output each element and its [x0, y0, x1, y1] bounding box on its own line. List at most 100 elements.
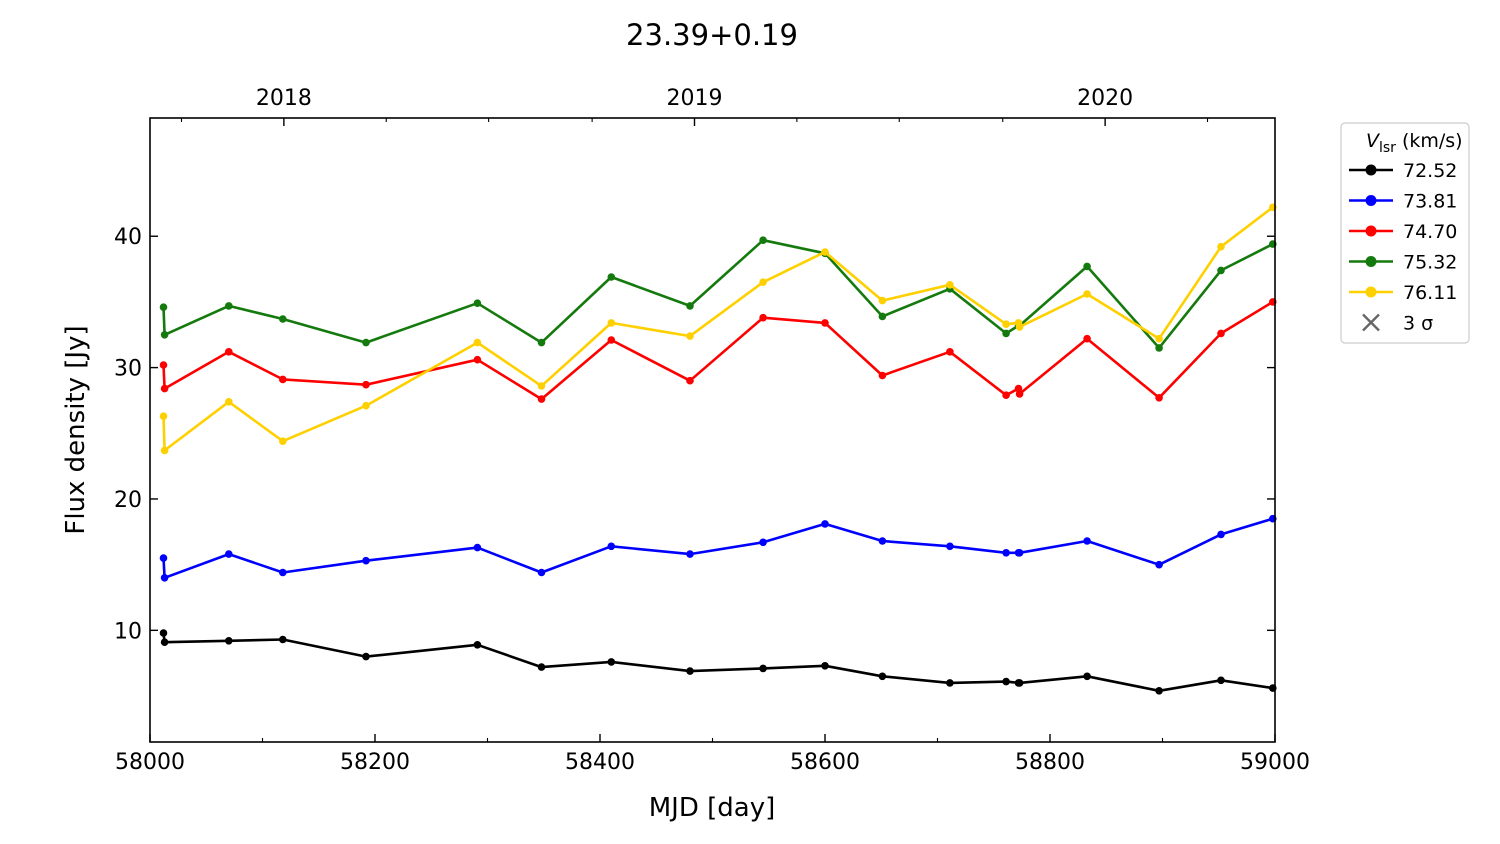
- data-point-72.52-0: [159, 629, 168, 637]
- data-point-73.81-10: [821, 520, 829, 528]
- data-point-73.81-6: [537, 568, 546, 577]
- legend-label-73.81: 73.81: [1403, 191, 1457, 213]
- x-tick-label: 59000: [1240, 750, 1310, 775]
- data-point-76.11-0: [159, 412, 168, 421]
- data-point-76.11-2: [225, 398, 233, 406]
- legend-marker-75.32: [1365, 256, 1377, 267]
- data-point-72.52-6: [537, 663, 546, 671]
- data-point-75.32-3: [279, 315, 287, 323]
- legend-title-main: V: [1366, 130, 1381, 152]
- y-tick-label: 30: [114, 357, 142, 382]
- data-point-74.70-5: [473, 355, 482, 364]
- data-point-72.52-15: [1015, 679, 1024, 687]
- x-axis-label: MJD [day]: [649, 793, 776, 823]
- data-point-73.81-2: [225, 550, 233, 558]
- data-point-73.81-1: [160, 574, 169, 582]
- legend-cross-icon: [1362, 313, 1380, 332]
- data-point-76.11-5: [473, 338, 482, 347]
- data-point-73.81-18: [1217, 530, 1225, 539]
- data-point-72.52-1: [160, 638, 169, 646]
- ticks-layer: 58000 58200 58400 58600 58800 59000 10 20 30 40 20…: [114, 86, 1310, 775]
- data-point-75.32-6: [537, 338, 546, 347]
- data-point-73.81-4: [362, 556, 370, 565]
- legend-marker-74.70: [1365, 225, 1377, 237]
- data-point-74.70-11: [878, 371, 887, 380]
- x-tick-label: 58600: [790, 750, 860, 775]
- data-point-75.32-1: [160, 331, 169, 339]
- data-point-73.81-7: [607, 542, 616, 551]
- y-tick-label: 20: [114, 488, 142, 513]
- data-point-76.11-13: [1002, 320, 1010, 329]
- data-point-74.70-10: [821, 319, 829, 327]
- data-point-72.52-9: [759, 664, 767, 673]
- data-point-75.32-13: [1002, 329, 1010, 338]
- legend-title: Vlsr (km/s): [1366, 130, 1463, 156]
- data-point-75.32-18: [1217, 266, 1225, 275]
- legend-marker-76.11: [1365, 286, 1377, 298]
- x-tick-label: 58800: [1015, 750, 1085, 775]
- data-point-72.52-17: [1155, 687, 1163, 695]
- data-point-75.32-9: [759, 236, 767, 244]
- data-point-76.11-1: [160, 446, 169, 455]
- legend-label-75.32: 75.32: [1403, 252, 1457, 274]
- legend-label-3-sigma: 3 σ: [1403, 313, 1433, 335]
- data-point-75.32-2: [225, 302, 233, 310]
- top-year-label: 2020: [1077, 86, 1133, 111]
- data-point-76.11-9: [759, 278, 767, 287]
- data-point-74.70-17: [1155, 394, 1163, 402]
- data-point-74.70-7: [607, 336, 616, 344]
- data-point-75.32-7: [607, 273, 616, 281]
- legend: Vlsr (km/s) 72.52 73.81 74.70 75.32 76.11 3 σ: [1340, 122, 1470, 344]
- data-point-72.52-3: [279, 635, 287, 644]
- data-point-72.52-18: [1217, 676, 1225, 685]
- legend-label-74.70: 74.70: [1403, 221, 1457, 243]
- data-point-74.70-16: [1083, 334, 1091, 343]
- data-point-73.81-16: [1083, 537, 1091, 545]
- data-point-72.52-2: [225, 637, 233, 645]
- data-point-76.11-11: [878, 296, 887, 305]
- x-tick-label: 58400: [565, 750, 635, 775]
- data-point-74.70-3: [279, 375, 287, 384]
- data-point-76.11-8: [686, 332, 694, 340]
- data-point-72.52-11: [878, 672, 887, 681]
- data-point-74.70-0: [159, 361, 168, 369]
- data-point-74.70-2: [225, 348, 233, 356]
- data-point-76.11-15: [1015, 323, 1024, 331]
- data-point-72.52-10: [821, 662, 829, 670]
- data-point-76.11-16: [1083, 290, 1091, 298]
- data-point-74.70-15: [1015, 390, 1024, 398]
- data-point-75.32-11: [878, 312, 887, 321]
- data-point-76.11-12: [946, 281, 954, 289]
- series-line-76.11: [162, 206, 1274, 452]
- data-point-72.52-4: [362, 652, 370, 661]
- series-line-73.81: [162, 517, 1274, 580]
- data-point-76.11-10: [821, 248, 829, 256]
- data-point-76.11-3: [279, 437, 287, 446]
- data-point-73.81-5: [473, 543, 482, 552]
- data-point-73.81-17: [1155, 560, 1163, 569]
- data-point-75.32-16: [1083, 262, 1091, 271]
- legend-label-72.52: 72.52: [1403, 160, 1457, 182]
- series-layer: [159, 203, 1277, 695]
- data-point-76.11-6: [537, 382, 546, 390]
- data-point-72.52-7: [607, 658, 616, 666]
- legend-title-unit: (km/s): [1402, 130, 1463, 152]
- x-tick-label: 58000: [115, 750, 185, 775]
- data-point-73.81-12: [946, 542, 954, 551]
- series-line-74.70: [162, 300, 1274, 401]
- data-point-73.81-8: [686, 550, 694, 558]
- data-point-73.81-0: [159, 554, 168, 562]
- y-axis-label: Flux density [Jy]: [61, 325, 91, 534]
- data-point-75.32-8: [686, 302, 694, 310]
- data-point-73.81-9: [759, 538, 767, 547]
- top-year-label: 2018: [256, 86, 312, 111]
- data-point-72.52-16: [1083, 672, 1091, 681]
- y-tick-label: 40: [114, 225, 142, 250]
- data-point-74.70-12: [946, 348, 954, 356]
- series-line-72.52: [162, 632, 1273, 693]
- top-year-label: 2019: [667, 86, 723, 111]
- data-point-74.70-1: [160, 384, 169, 393]
- data-point-72.52-13: [1002, 677, 1010, 686]
- data-point-74.70-13: [1002, 391, 1010, 400]
